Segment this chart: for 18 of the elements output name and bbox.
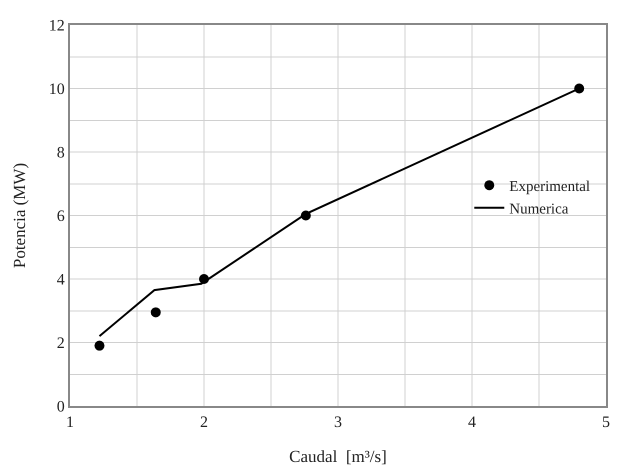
x-tick-label: 1 (66, 414, 74, 432)
y-tick-label: 10 (48, 81, 65, 98)
legend-label: Experimental (509, 179, 590, 196)
y-tick-label: 4 (56, 272, 65, 289)
point (150, 307, 161, 318)
point (94, 340, 104, 351)
x-tick-label: 2 (200, 414, 208, 432)
y-tick-label: 6 (56, 208, 65, 226)
x-tick-label: 3 (334, 414, 342, 432)
x-tick-label: 4 (468, 414, 476, 432)
y-tick-label: 0 (56, 398, 65, 416)
y-tick-label: 12 (48, 18, 65, 35)
y-tick-label: 2 (56, 335, 65, 352)
x-axis-title: Caudal [m³/s] (289, 447, 387, 466)
y-tick-label: 8 (56, 144, 65, 162)
legend-label: Numerica (509, 202, 569, 218)
x-tick-label: 5 (602, 414, 610, 432)
y-axis-title: Potencia (MW) (10, 162, 29, 268)
